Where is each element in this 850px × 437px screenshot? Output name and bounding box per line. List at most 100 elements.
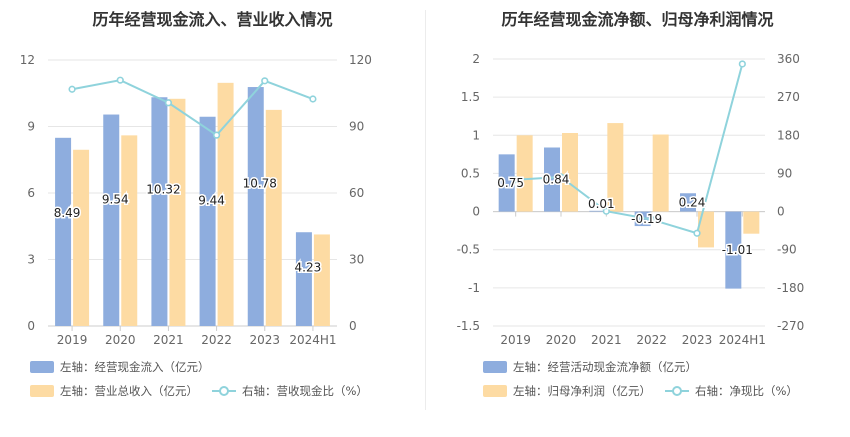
bar-series-2 <box>169 98 186 327</box>
x-tick-label: 2020 <box>105 333 136 347</box>
chart-plot: -1.5 -1 -0.5 0 0.5 1 1.5 2 -270 -180 -90 0 90 180 270 3… <box>457 52 805 347</box>
bar-data-label: 10.32 <box>146 182 180 196</box>
y-left-tick-label: 1.5 <box>461 90 480 104</box>
line-point <box>309 95 317 103</box>
y-left-tick-label: 1 <box>472 128 480 142</box>
y-right-tick-label: 60 <box>349 186 364 200</box>
y-left-tick-label: 3 <box>27 253 35 267</box>
bar-data-label: 0.01 <box>588 197 615 211</box>
y-right-tick-label: 30 <box>349 253 364 267</box>
x-tick-label: 2022 <box>636 333 667 347</box>
line-point <box>68 85 76 93</box>
bar-series-2 <box>698 211 714 248</box>
y-right-tick-label: 120 <box>349 53 372 67</box>
y-right-tick-label: 90 <box>349 120 364 134</box>
legend-swatch <box>483 361 507 373</box>
bar-series-2 <box>73 149 90 326</box>
legend-line-icon <box>665 385 689 397</box>
chart-panel-left: 历年经营现金流入、营业收入情况 0 3 6 9 12 0 30 60 90 120 2019 2020… <box>20 10 372 399</box>
bar-series-1 <box>725 211 742 289</box>
y-left-tick-label: -1.5 <box>457 319 480 333</box>
line-point <box>557 173 565 181</box>
line-point <box>116 76 124 84</box>
legend-item-bar1[interactable]: 左轴：经营现金流入（亿元） <box>30 359 210 375</box>
y-left-tick-label: 12 <box>20 53 35 67</box>
bar-series-2 <box>562 132 578 212</box>
bar-data-label: 0.24 <box>679 195 706 209</box>
bar-series-1 <box>199 116 216 326</box>
bar-series-1 <box>55 137 72 326</box>
bar-series-1 <box>589 210 606 212</box>
line-point <box>602 207 610 215</box>
y-right-tick-label: 0 <box>349 319 357 333</box>
panel-divider <box>425 10 426 410</box>
legend-swatch <box>30 385 54 397</box>
x-tick-label: 2024H1 <box>289 333 336 347</box>
x-tick-label: 2024H1 <box>719 333 766 347</box>
bar-data-label: -0.19 <box>631 212 662 226</box>
bar-series-1 <box>151 97 168 327</box>
legend-line-icon <box>212 385 236 397</box>
line-point <box>261 77 269 85</box>
legend-swatch <box>30 361 54 373</box>
y-left-tick-label: 0.5 <box>461 166 480 180</box>
y-left-tick-label: 9 <box>27 120 35 134</box>
y-left-tick-label: 0 <box>472 205 480 219</box>
bar-series-1 <box>247 87 264 326</box>
legend-row-2: 左轴：归母净利润（亿元） 右轴：净现比（%） <box>483 383 798 399</box>
line-point <box>512 176 520 184</box>
legend-swatch <box>483 385 507 397</box>
y-left-tick-label: 6 <box>27 186 35 200</box>
y-left-tick-label: -1 <box>468 281 480 295</box>
bar-series-2 <box>516 135 533 212</box>
line-point <box>738 60 746 68</box>
bar-series-2 <box>313 234 330 326</box>
x-tick-label: 2021 <box>153 333 184 347</box>
chart-title: 历年经营现金流入、营业收入情况 <box>92 10 333 29</box>
y-right-tick-label: -270 <box>777 319 804 333</box>
legend-label[interactable]: 右轴：营收现金比（%） <box>242 384 368 398</box>
bar-series-2 <box>652 134 669 212</box>
x-tick-label: 2020 <box>546 333 577 347</box>
line-point <box>648 215 656 224</box>
bar-data-label: 8.49 <box>54 206 81 220</box>
legend-label[interactable]: 左轴：归母净利润（亿元） <box>513 384 651 398</box>
bar-series-2 <box>743 211 760 234</box>
x-tick-label: 2023 <box>249 333 280 347</box>
bar-data-label: 0.84 <box>543 173 570 187</box>
y-right-tick-label: -90 <box>777 243 797 257</box>
legend-label[interactable]: 左轴：营业总收入（亿元） <box>60 384 198 398</box>
y-left-tick-label: 2 <box>472 52 480 66</box>
bar-series-1 <box>544 147 560 212</box>
line-series <box>515 63 744 235</box>
bar-series-2 <box>265 109 282 326</box>
bar-data-label: 9.44 <box>198 194 225 208</box>
y-left-tick-label: -0.5 <box>457 243 480 257</box>
bar-series-1 <box>680 193 696 212</box>
legend-label[interactable]: 右轴：净现比（%） <box>695 384 798 398</box>
chart-panel-right: 历年经营现金流净额、归母净利润情况 -1.5 -1 -0.5 0 0.5 1 1.5 2 -27… <box>425 0 850 437</box>
bar-data-label: 4.23 <box>295 261 322 275</box>
legend-label: 左轴：经营现金流入（亿元） <box>60 360 210 374</box>
line-point <box>693 229 701 237</box>
bar-series-2 <box>217 82 234 326</box>
x-tick-label: 2021 <box>591 333 622 347</box>
bar-series-1 <box>295 232 312 326</box>
bar-data-label: 0.75 <box>497 176 524 190</box>
bar-data-label: 9.54 <box>102 192 129 206</box>
legend-row-2: 左轴：营业总收入（亿元） 右轴：营收现金比（%） <box>30 383 368 399</box>
x-tick-label: 2019 <box>57 333 88 347</box>
y-right-tick-label: 360 <box>777 52 800 66</box>
bar-data-label: 10.78 <box>243 176 277 190</box>
bar-data-label: -1.01 <box>722 243 753 257</box>
bar-series-1 <box>103 114 120 326</box>
line-point <box>212 131 221 139</box>
bar-series-1 <box>498 154 515 212</box>
line-point <box>164 99 173 107</box>
bar-series-2 <box>121 135 138 326</box>
x-tick-label: 2023 <box>682 333 713 347</box>
bar-series-2 <box>607 123 624 212</box>
line-series <box>71 79 314 137</box>
legend-item-bar1[interactable]: 左轴：经营活动现金流净额（亿元） <box>483 359 697 375</box>
y-right-tick-label: -180 <box>777 281 804 295</box>
